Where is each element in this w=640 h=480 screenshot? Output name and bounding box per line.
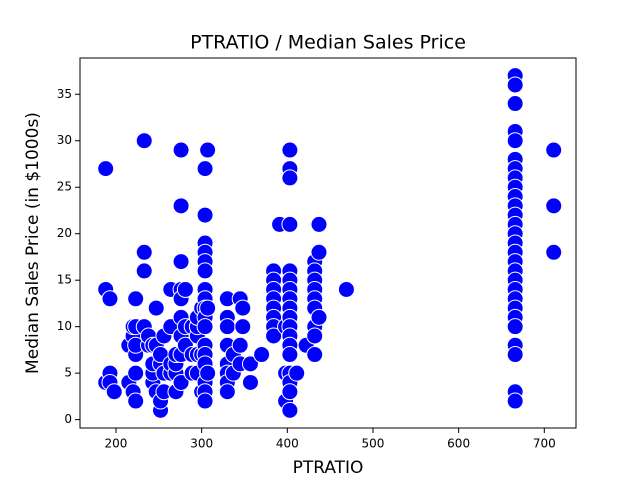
point [135, 132, 153, 150]
y-tick-label: 25 [57, 180, 72, 194]
y-tick-label: 35 [57, 87, 72, 101]
point [310, 243, 328, 261]
point [241, 355, 259, 373]
point [101, 290, 119, 308]
y-tick-label: 20 [57, 226, 72, 240]
point [545, 197, 563, 215]
point [281, 215, 299, 233]
point [196, 318, 214, 336]
point [218, 318, 236, 336]
point [196, 392, 214, 410]
point [281, 383, 299, 401]
y-tick-label: 10 [57, 319, 72, 333]
x-tick-label: 300 [190, 437, 213, 451]
point [231, 336, 249, 354]
x-tick-label: 600 [447, 437, 470, 451]
point [281, 141, 299, 159]
point [545, 141, 563, 159]
point [281, 346, 299, 364]
point [199, 299, 217, 317]
x-tick-label: 400 [276, 437, 299, 451]
point [234, 318, 252, 336]
point [105, 383, 123, 401]
x-tick-label: 500 [362, 437, 385, 451]
point [199, 141, 217, 159]
point [506, 76, 524, 94]
point [241, 373, 259, 391]
point [310, 308, 328, 326]
point [281, 401, 299, 419]
y-tick-label: 5 [64, 366, 72, 380]
point [506, 132, 524, 150]
point [172, 141, 190, 159]
point [234, 299, 252, 317]
y-tick-label: 15 [57, 273, 72, 287]
point [306, 346, 324, 364]
point [506, 318, 524, 336]
point [310, 215, 328, 233]
point [97, 160, 115, 178]
y-tick-label: 0 [64, 412, 72, 426]
point [196, 262, 214, 280]
point [172, 197, 190, 215]
point [176, 280, 194, 298]
x-axis-label: PTRATIO [293, 458, 364, 478]
point [196, 160, 214, 178]
point [127, 392, 145, 410]
point [288, 364, 306, 382]
point [135, 262, 153, 280]
point [135, 243, 153, 261]
plot-frame [79, 57, 577, 429]
x-tick-label: 200 [105, 437, 128, 451]
point [253, 346, 271, 364]
point [545, 243, 563, 261]
point [147, 299, 165, 317]
x-tick-label: 700 [533, 437, 556, 451]
point [306, 327, 324, 345]
point [506, 346, 524, 364]
point [172, 253, 190, 271]
point [199, 364, 217, 382]
point [172, 373, 190, 391]
point [196, 206, 214, 224]
y-tick-label: 30 [57, 133, 72, 147]
point [127, 290, 145, 308]
point [218, 383, 236, 401]
point [281, 169, 299, 187]
point [506, 392, 524, 410]
chart-title: PTRATIO / Median Sales Price [190, 32, 466, 54]
y-axis-label: Median Sales Price (in $1000s) [23, 112, 43, 374]
point [337, 280, 355, 298]
point [127, 364, 145, 382]
point [506, 95, 524, 113]
